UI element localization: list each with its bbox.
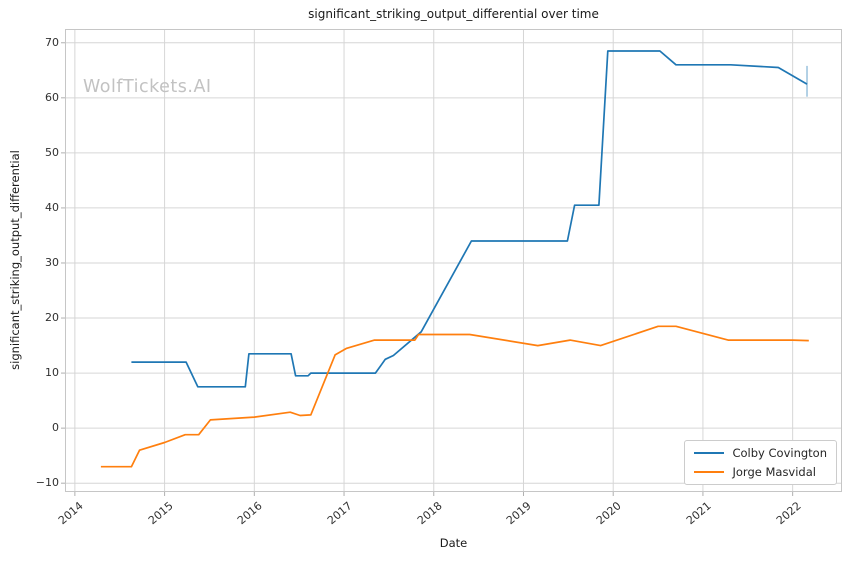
- x-axis-title: Date: [439, 536, 468, 550]
- legend: Colby Covington Jorge Masvidal: [684, 440, 837, 485]
- x-tick-label: 2019: [504, 499, 535, 528]
- y-tick-label: 30: [45, 255, 59, 269]
- chart-title: significant_striking_output_differential…: [308, 7, 599, 21]
- line-jorge-masvidal: [100, 325, 809, 468]
- x-tick-label: 2014: [55, 499, 86, 528]
- gridlines: [65, 29, 842, 492]
- x-tick-label: 2016: [235, 499, 266, 528]
- y-tick-label: −10: [35, 476, 59, 490]
- legend-label: Colby Covington: [732, 446, 827, 460]
- y-tick-label: 0: [52, 421, 59, 435]
- y-tick-label: 10: [45, 366, 59, 380]
- watermark: WolfTickets.AI: [83, 77, 212, 97]
- y-tick-label: 40: [45, 200, 59, 214]
- legend-label: Jorge Masvidal: [732, 465, 816, 479]
- x-tick-label: 2018: [414, 499, 445, 528]
- y-tick-label: 60: [45, 90, 59, 104]
- y-tick-label: 20: [45, 311, 59, 325]
- x-tick-label: 2017: [324, 499, 355, 528]
- plot-area: WolfTickets.AI Colby Covington Jorge Masv…: [61, 29, 842, 496]
- x-tick-label: 2021: [683, 499, 714, 528]
- legend-entry: Colby Covington: [694, 446, 827, 460]
- line-colby-covington: [131, 50, 808, 388]
- x-tick-label: 2015: [145, 499, 176, 528]
- tick-marks: [61, 42, 794, 496]
- y-tick-label: 70: [45, 35, 59, 49]
- legend-line-swatch: [694, 452, 725, 454]
- plot-border: [65, 29, 842, 492]
- legend-line-swatch: [694, 471, 725, 473]
- legend-entry: Jorge Masvidal: [694, 465, 827, 479]
- x-tick-label: 2020: [594, 499, 624, 528]
- plot-svg: [61, 29, 842, 496]
- y-tick-label: 50: [45, 145, 59, 159]
- x-tick-label: 2022: [773, 499, 804, 528]
